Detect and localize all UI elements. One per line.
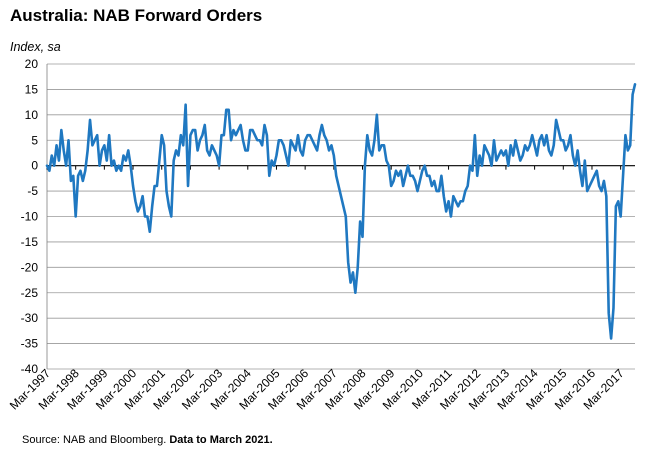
y-axis-unit-label: Index, sa xyxy=(10,40,61,54)
chart-title: Australia: NAB Forward Orders xyxy=(10,6,263,25)
source-note: Source: NAB and Bloomberg. Data to March… xyxy=(22,434,273,446)
y-tick-label: -15 xyxy=(21,235,39,249)
forward-orders-line xyxy=(45,83,637,340)
y-axis-ticks: 20 15 10 5 0 -5 -10 -15 -20 -25 -30 -35 -40 xyxy=(21,57,39,376)
y-tick-label: -10 xyxy=(21,210,39,224)
y-tick-label: -30 xyxy=(21,311,39,325)
gridlines xyxy=(46,63,635,370)
y-tick-label: 0 xyxy=(31,159,38,173)
y-tick-label: -5 xyxy=(27,184,38,198)
x-axis-ticks: Mar-1997Mar-1998Mar-1999Mar-2000Mar-2001… xyxy=(7,165,627,412)
y-tick-label: -20 xyxy=(21,260,39,274)
y-tick-label: 20 xyxy=(25,57,39,71)
y-tick-label: 5 xyxy=(31,133,38,147)
data-note: Data to March 2021. xyxy=(169,434,273,446)
source-text: Source: NAB and Bloomberg. xyxy=(22,434,170,446)
y-tick-label: -40 xyxy=(21,362,39,376)
y-tick-label: 10 xyxy=(25,108,39,122)
y-tick-label: -35 xyxy=(21,337,39,351)
series-layer xyxy=(45,83,637,340)
y-tick-label: 15 xyxy=(25,82,39,96)
y-tick-label: -25 xyxy=(21,286,39,300)
